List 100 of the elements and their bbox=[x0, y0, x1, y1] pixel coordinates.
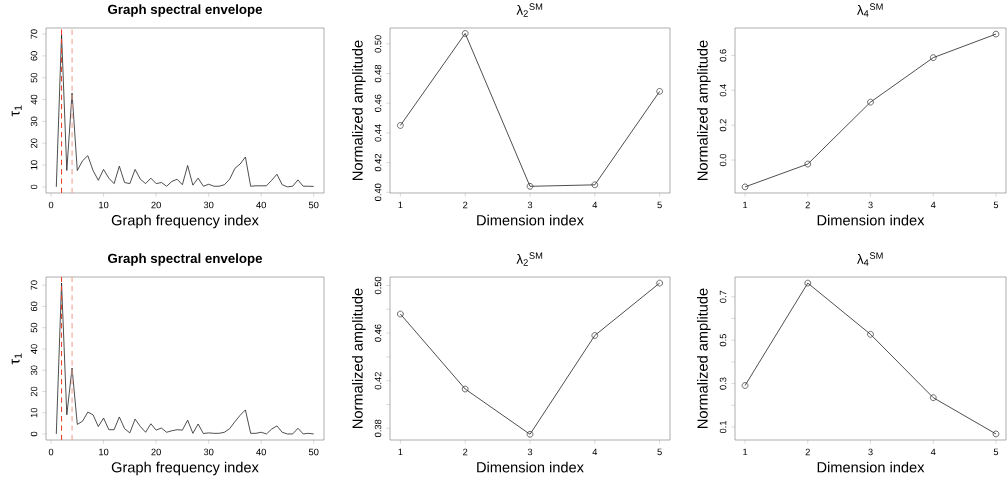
y-tick-label: 60 bbox=[30, 51, 38, 61]
point bbox=[656, 88, 663, 95]
x-axis-title: Dimension index bbox=[477, 461, 584, 473]
point bbox=[867, 98, 874, 106]
y-tick-label: 0.3 bbox=[719, 377, 727, 390]
y-tick-label: 0.1 bbox=[719, 420, 727, 434]
line-series bbox=[55, 282, 315, 435]
y-axis-title: Normalized amplitude bbox=[697, 40, 711, 180]
x-tick-label: 5 bbox=[993, 448, 999, 456]
x-tick-label: 20 bbox=[151, 448, 161, 456]
y-tick-label: 70 bbox=[30, 280, 38, 290]
y-tick-label: 50 bbox=[30, 322, 38, 333]
point bbox=[656, 279, 663, 287]
x-tick-label: 40 bbox=[256, 448, 266, 456]
point bbox=[526, 431, 534, 438]
x-axis-title: Graph frequency index bbox=[111, 214, 259, 229]
y-tick-label: 10 bbox=[30, 160, 38, 170]
point bbox=[992, 430, 1000, 438]
point bbox=[804, 279, 812, 287]
chart-title: λ$_{2}$SM bbox=[516, 252, 543, 266]
y-tick-label: 0 bbox=[30, 431, 38, 437]
x-tick-label: 2 bbox=[463, 448, 468, 456]
y-tick-label: 0.5 bbox=[719, 334, 727, 347]
x-tick-label: 4 bbox=[592, 448, 598, 456]
x-tick-label: 10 bbox=[99, 448, 109, 456]
point bbox=[804, 160, 812, 168]
y-tick-label: 0.42 bbox=[374, 153, 382, 172]
point bbox=[591, 181, 599, 189]
x-tick-label: 1 bbox=[398, 201, 403, 209]
point bbox=[526, 183, 534, 190]
y-axis-title: Normalized amplitude bbox=[352, 288, 366, 428]
chart-title: λ$_{4}$SM bbox=[857, 252, 883, 266]
x-tick-label: 4 bbox=[592, 201, 598, 209]
point bbox=[461, 30, 469, 37]
point bbox=[591, 332, 599, 339]
y-axis-title: Normalized amplitude bbox=[352, 40, 366, 180]
x-axis-title: Dimension index bbox=[817, 214, 925, 226]
y-tick-label: 10 bbox=[30, 407, 38, 418]
x-tick-label: 2 bbox=[463, 201, 468, 209]
chart-title: λ$_{2}$SM bbox=[516, 3, 543, 17]
chart-title: Graph spectral envelope bbox=[108, 4, 263, 17]
x-tick-label: 5 bbox=[657, 201, 662, 209]
x-tick-label: 5 bbox=[657, 448, 662, 456]
y-tick-label: 0.40 bbox=[374, 183, 382, 201]
point bbox=[397, 310, 404, 318]
x-tick-label: 4 bbox=[930, 448, 936, 456]
x-tick-label: 5 bbox=[993, 201, 999, 209]
chart-title: λ$_{4}$SM bbox=[857, 3, 883, 17]
x-tick-label: 1 bbox=[398, 448, 403, 456]
y-tick-label: 0.46 bbox=[374, 324, 382, 342]
point bbox=[741, 382, 749, 389]
y-tick-label: 0.42 bbox=[374, 372, 382, 390]
y-tick-label: 0.50 bbox=[374, 35, 382, 53]
y-tick-label: 20 bbox=[30, 386, 38, 397]
x-tick-label: 50 bbox=[308, 448, 319, 456]
point bbox=[992, 30, 1000, 38]
y-tick-label: 0.7 bbox=[719, 290, 727, 303]
y-tick-label: 60 bbox=[30, 301, 38, 312]
x-tick-label: 1 bbox=[743, 448, 748, 456]
x-tick-label: 2 bbox=[805, 448, 810, 456]
y-tick-label: 0.50 bbox=[374, 276, 382, 295]
x-tick-label: 2 bbox=[805, 201, 810, 209]
y-tick-label: 30 bbox=[30, 365, 38, 376]
point bbox=[741, 183, 749, 191]
y-tick-label: 0.46 bbox=[374, 94, 382, 112]
y-tick-label: 50 bbox=[30, 72, 38, 83]
x-tick-label: 3 bbox=[527, 448, 533, 456]
x-tick-label: 50 bbox=[308, 201, 319, 209]
y-tick-label: 0.38 bbox=[374, 419, 382, 438]
x-tick-label: 1 bbox=[743, 201, 748, 209]
point bbox=[461, 385, 469, 393]
y-tick-label: 0.6 bbox=[719, 49, 727, 62]
x-axis-title: Graph frequency index bbox=[111, 461, 259, 476]
y-tick-label: 30 bbox=[30, 116, 38, 127]
y-tick-label: 0 bbox=[30, 184, 38, 190]
y-axis-title: Normalized amplitude bbox=[697, 288, 711, 428]
point bbox=[867, 331, 874, 338]
y-axis-title: τ$_{1}$ bbox=[11, 353, 22, 365]
x-tick-label: 0 bbox=[48, 448, 54, 456]
y-tick-label: 0.4 bbox=[719, 84, 727, 97]
x-tick-label: 3 bbox=[868, 201, 873, 209]
y-axis-title: τ$_{1}$ bbox=[11, 105, 22, 117]
x-axis-title: Dimension index bbox=[817, 461, 925, 473]
x-tick-label: 20 bbox=[151, 201, 161, 209]
y-tick-label: 0.44 bbox=[374, 124, 382, 142]
x-tick-label: 10 bbox=[99, 201, 109, 209]
chart-title: Graph spectral envelope bbox=[108, 253, 263, 266]
y-tick-label: 70 bbox=[30, 29, 38, 39]
point bbox=[397, 122, 404, 129]
point bbox=[929, 54, 937, 61]
x-tick-label: 4 bbox=[930, 201, 936, 209]
x-tick-label: 3 bbox=[527, 201, 533, 209]
x-axis-title: Dimension index bbox=[477, 214, 584, 226]
y-tick-label: 20 bbox=[30, 138, 38, 148]
y-tick-label: 40 bbox=[30, 94, 38, 105]
x-tick-label: 40 bbox=[256, 201, 266, 209]
y-tick-label: 0.48 bbox=[374, 64, 382, 83]
y-tick-label: 40 bbox=[30, 344, 38, 354]
y-tick-label: 0.2 bbox=[719, 119, 727, 132]
x-tick-label: 0 bbox=[48, 201, 54, 209]
